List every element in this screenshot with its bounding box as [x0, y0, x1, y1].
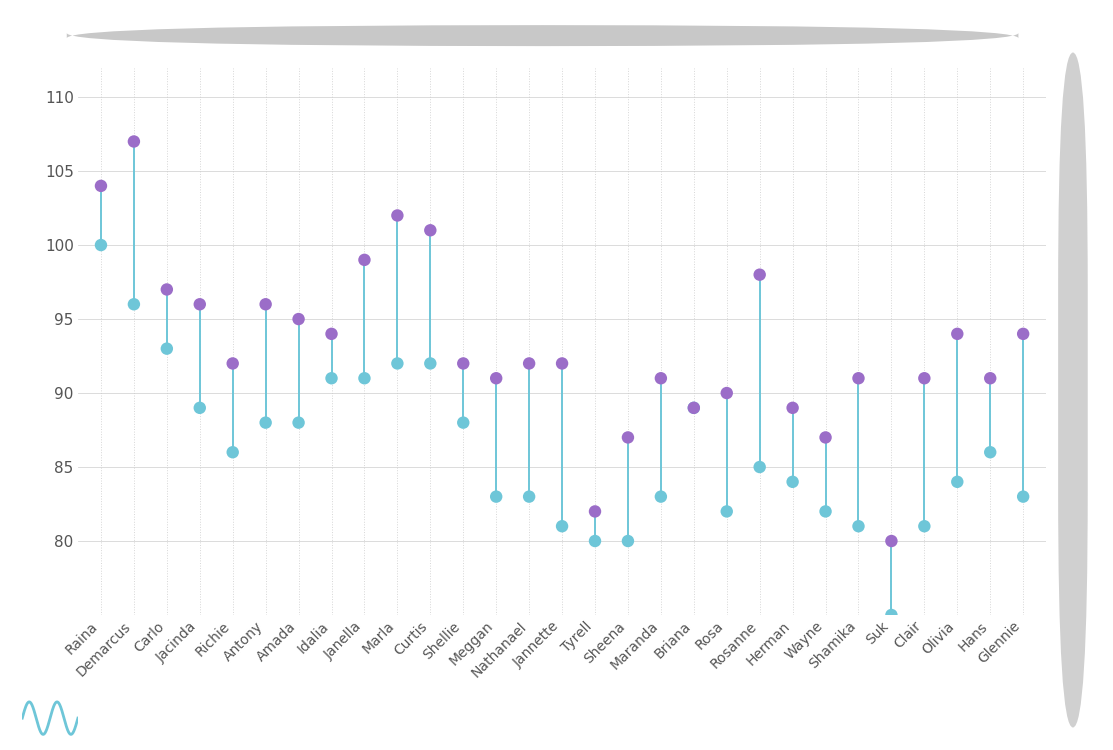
Point — [487, 372, 505, 384]
Point — [817, 431, 835, 443]
Point — [684, 402, 702, 414]
Point — [817, 506, 835, 518]
Point — [587, 506, 604, 518]
Point — [422, 224, 440, 236]
Point — [553, 358, 571, 370]
Point — [422, 358, 440, 370]
Point — [619, 535, 637, 547]
Point — [190, 298, 208, 310]
Point — [948, 476, 966, 488]
Point — [355, 372, 373, 384]
Point — [652, 372, 670, 384]
Point — [619, 431, 637, 443]
Point — [125, 298, 142, 310]
Point — [982, 372, 999, 384]
Point — [916, 372, 934, 384]
Point — [224, 446, 242, 458]
Point — [520, 490, 538, 502]
Point — [323, 372, 341, 384]
Point — [92, 180, 110, 192]
Point — [883, 535, 900, 547]
Point — [158, 343, 176, 355]
Point — [1014, 490, 1032, 502]
Point — [553, 520, 571, 532]
Point — [158, 284, 176, 296]
Point — [948, 328, 966, 340]
Point — [684, 402, 702, 414]
Point — [587, 535, 604, 547]
Point — [751, 461, 769, 473]
Point — [1014, 328, 1032, 340]
Point — [190, 402, 208, 414]
Point — [718, 506, 736, 518]
Point — [520, 358, 538, 370]
Point — [784, 476, 801, 488]
Point — [883, 609, 900, 621]
Point — [454, 417, 472, 429]
Point — [388, 358, 406, 370]
Point — [916, 520, 934, 532]
Point — [982, 446, 999, 458]
Point — [849, 372, 867, 384]
Point — [784, 402, 801, 414]
Point — [224, 358, 242, 370]
Point — [289, 313, 307, 325]
Point — [92, 239, 110, 251]
Point — [289, 417, 307, 429]
Point — [718, 387, 736, 399]
Point — [257, 298, 275, 310]
Point — [355, 254, 373, 266]
Point — [323, 328, 341, 340]
Point — [388, 209, 406, 221]
Point — [487, 490, 505, 502]
FancyBboxPatch shape — [67, 25, 1018, 46]
Point — [125, 136, 142, 148]
Point — [849, 520, 867, 532]
Point — [454, 358, 472, 370]
Point — [257, 417, 275, 429]
Point — [751, 268, 769, 280]
FancyBboxPatch shape — [1058, 53, 1087, 727]
Point — [652, 490, 670, 502]
